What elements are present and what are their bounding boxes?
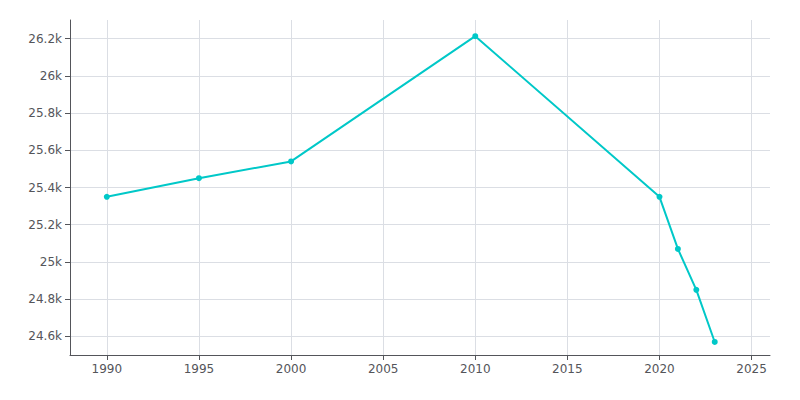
svg-text:25.4k: 25.4k <box>28 181 62 195</box>
svg-text:25.6k: 25.6k <box>28 143 62 157</box>
svg-text:2025: 2025 <box>736 362 767 376</box>
svg-text:25k: 25k <box>40 255 62 269</box>
svg-text:2020: 2020 <box>644 362 675 376</box>
svg-text:1995: 1995 <box>184 362 215 376</box>
svg-text:25.8k: 25.8k <box>28 106 62 120</box>
svg-text:26k: 26k <box>40 69 62 83</box>
svg-text:26.2k: 26.2k <box>28 32 62 46</box>
svg-text:2005: 2005 <box>368 362 399 376</box>
svg-text:25.2k: 25.2k <box>28 218 62 232</box>
svg-text:24.6k: 24.6k <box>28 329 62 343</box>
svg-text:1990: 1990 <box>92 362 123 376</box>
svg-text:24.8k: 24.8k <box>28 292 62 306</box>
svg-text:2010: 2010 <box>460 362 491 376</box>
svg-text:2000: 2000 <box>276 362 307 376</box>
svg-text:2015: 2015 <box>552 362 583 376</box>
